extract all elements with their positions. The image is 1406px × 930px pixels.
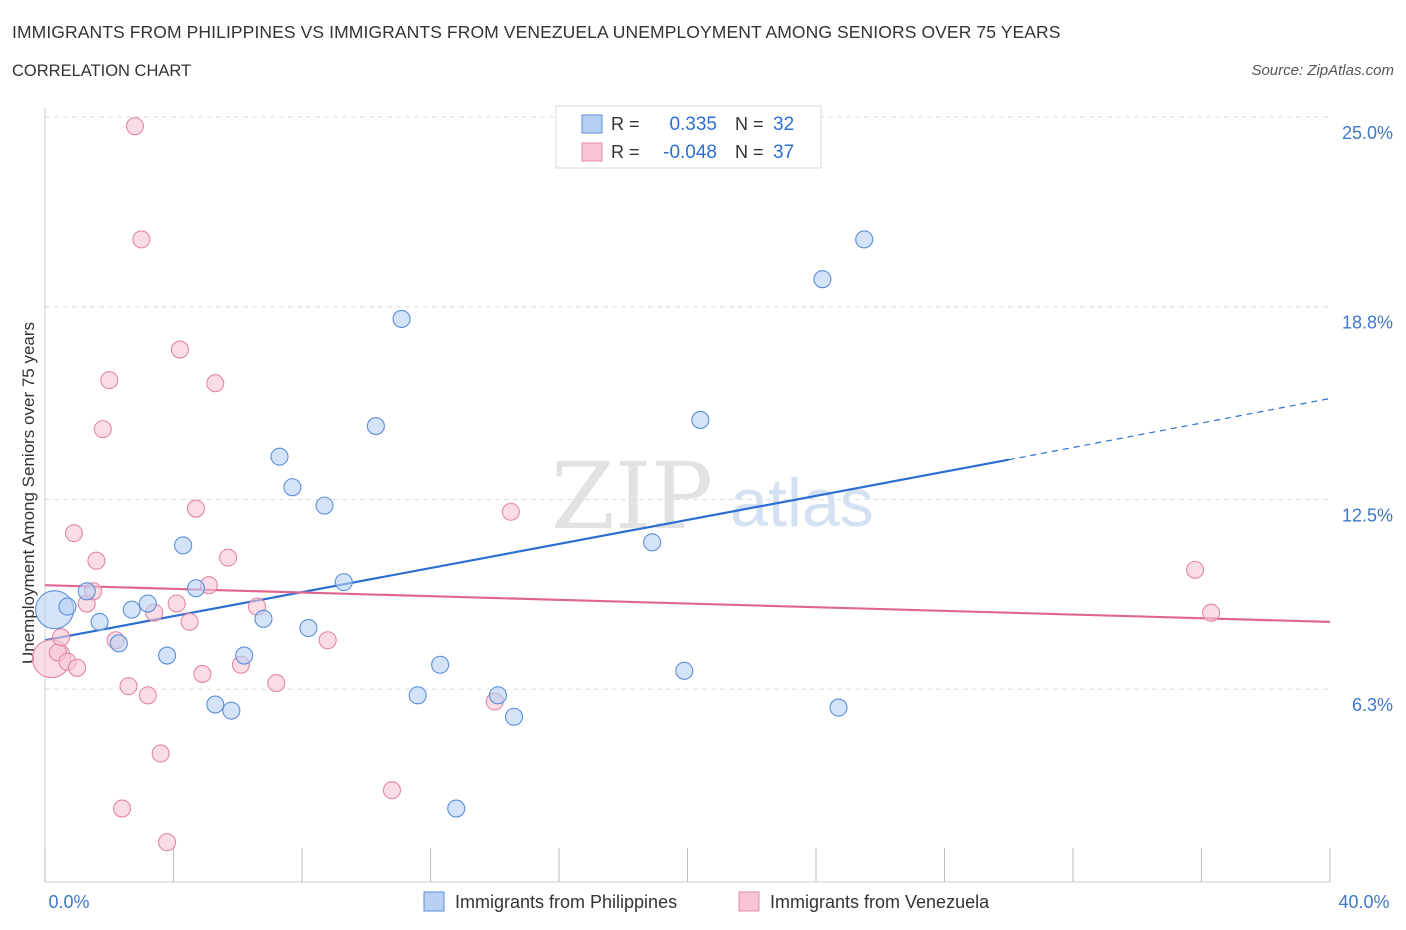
stats-r-value-venezuela: -0.048 — [663, 142, 717, 163]
data-point-venezuela — [100, 371, 119, 390]
data-point-venezuela — [382, 781, 402, 800]
data-point-venezuela — [138, 686, 157, 705]
y-tick-labels: 25.0% 18.8% 12.5% 6.3% — [1342, 123, 1393, 715]
data-point-venezuela — [501, 502, 520, 521]
x-tick-label-max: 40.0% — [1338, 892, 1389, 912]
trend-line-philippines — [44, 458, 1009, 642]
legend-label-venezuela: Immigrants from Venezuela — [770, 892, 990, 912]
stats-legend: R = 0.335 N = 32 R = -0.048 N = 37 — [555, 105, 822, 169]
data-point-philippines — [813, 270, 832, 289]
data-point-philippines — [235, 646, 254, 665]
data-point-venezuela — [87, 551, 106, 570]
data-point-philippines — [315, 496, 334, 515]
data-point-philippines — [392, 309, 411, 329]
data-point-venezuela — [64, 524, 83, 543]
data-point-venezuela — [170, 340, 189, 359]
data-point-philippines — [138, 594, 157, 613]
data-point-philippines — [447, 799, 466, 818]
stats-swatch-philippines — [581, 114, 603, 134]
data-point-philippines — [283, 478, 302, 497]
data-point-philippines — [299, 618, 318, 638]
chart-title: IMMIGRANTS FROM PHILIPPINES VS IMMIGRANT… — [12, 22, 1061, 42]
data-point-philippines — [366, 417, 385, 436]
data-point-venezuela — [193, 664, 212, 683]
data-point-venezuela — [206, 374, 225, 393]
x-ticks — [44, 848, 1331, 882]
data-point-venezuela — [318, 631, 337, 650]
chart-subtitle: CORRELATION CHART — [12, 62, 192, 80]
x-tick-label-min: 0.0% — [48, 892, 89, 912]
data-point-philippines — [254, 609, 273, 628]
series-legend: Immigrants from Philippines Immigrants f… — [423, 891, 990, 912]
stats-n-value-venezuela: 37 — [773, 142, 794, 163]
y-tick-label: 25.0% — [1342, 123, 1393, 143]
data-point-venezuela — [93, 420, 112, 439]
data-point-philippines — [158, 646, 177, 665]
stats-n-label-philippines: N = — [735, 114, 764, 134]
data-point-venezuela — [68, 658, 87, 677]
data-point-philippines — [643, 533, 662, 552]
source-credit: Source: ZipAtlas.com — [1251, 62, 1394, 79]
stats-n-label-venezuela: N = — [735, 142, 764, 162]
data-point-venezuela — [158, 833, 177, 852]
data-point-philippines — [431, 655, 450, 674]
data-point-venezuela — [119, 677, 138, 696]
data-point-venezuela — [125, 117, 144, 136]
data-point-venezuela — [180, 612, 199, 631]
stats-r-label-philippines: R = — [611, 114, 640, 134]
data-point-venezuela — [113, 799, 132, 818]
watermark: ZIP atlas — [551, 443, 874, 550]
data-point-venezuela — [151, 744, 170, 763]
data-point-philippines — [855, 230, 874, 249]
data-point-philippines — [90, 612, 109, 631]
data-point-philippines — [691, 410, 710, 429]
trend-line-philippines-extension — [1008, 397, 1331, 461]
trend-lines — [44, 397, 1331, 642]
data-point-venezuela — [186, 499, 206, 518]
y-tick-label: 6.3% — [1352, 695, 1393, 715]
watermark-zip: ZIP — [551, 443, 713, 550]
data-point-philippines — [270, 447, 289, 466]
watermark-atlas: atlas — [730, 465, 874, 541]
data-point-philippines — [58, 597, 77, 616]
y-axis-label: Unemployment Among Seniors over 75 years — [19, 322, 38, 664]
data-point-venezuela — [167, 594, 186, 613]
data-point-philippines — [504, 707, 524, 726]
legend-swatch-venezuela — [738, 891, 760, 912]
data-point-venezuela — [219, 548, 238, 567]
venezuela-points — [31, 117, 1221, 852]
data-point-venezuela — [267, 674, 286, 693]
data-point-philippines — [488, 686, 508, 705]
data-point-philippines — [334, 573, 353, 592]
data-point-venezuela — [132, 230, 151, 249]
data-point-philippines — [829, 698, 848, 717]
stats-r-label-venezuela: R = — [611, 142, 640, 162]
legend-swatch-philippines — [423, 891, 445, 912]
y-tick-label: 12.5% — [1342, 506, 1393, 526]
data-point-philippines — [174, 536, 193, 555]
data-point-philippines — [109, 634, 128, 653]
y-tick-label: 18.8% — [1342, 313, 1393, 333]
data-point-venezuela — [1202, 603, 1221, 622]
stats-r-value-philippines: 0.335 — [669, 114, 717, 135]
stats-swatch-venezuela — [581, 142, 603, 162]
data-point-philippines — [122, 600, 141, 619]
data-point-philippines — [77, 582, 96, 601]
data-point-philippines — [206, 695, 225, 714]
stats-n-value-philippines: 32 — [773, 114, 794, 135]
philippines-points — [35, 230, 874, 818]
data-point-venezuela — [1186, 560, 1205, 579]
data-point-philippines — [222, 701, 241, 720]
data-point-philippines — [675, 661, 694, 680]
data-point-venezuela — [52, 628, 71, 647]
legend-label-philippines: Immigrants from Philippines — [455, 892, 677, 912]
data-point-philippines — [186, 579, 206, 598]
data-point-philippines — [408, 686, 427, 705]
trend-line-venezuela — [44, 584, 1331, 623]
